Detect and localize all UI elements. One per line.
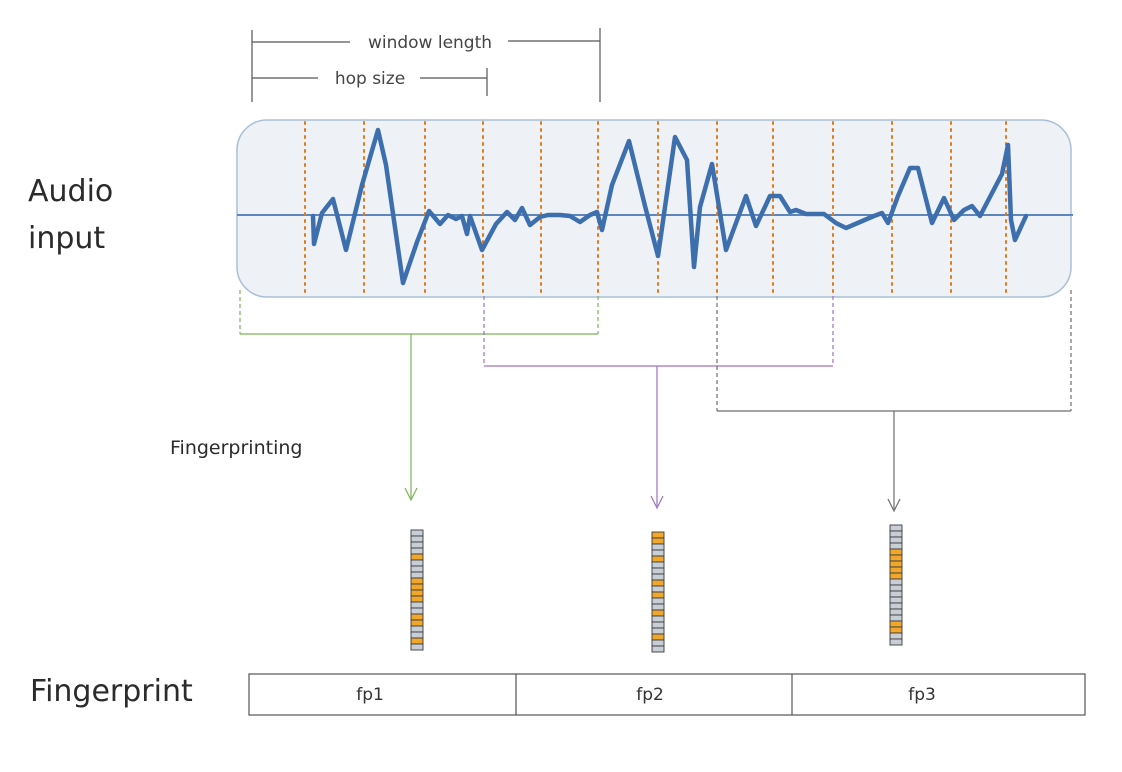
fingerprint-bit bbox=[651, 567, 665, 575]
fingerprint-row: fp1 fp2 fp3 bbox=[248, 673, 1086, 716]
fingerprint-bit bbox=[889, 602, 903, 610]
fingerprint-bit bbox=[410, 589, 424, 597]
audio-waveform-panel bbox=[236, 119, 1072, 298]
fingerprint-bit bbox=[410, 583, 424, 591]
fingerprint-cell-fp3: fp3 bbox=[908, 685, 936, 705]
fingerprint-bit bbox=[651, 585, 665, 593]
fingerprint-bit bbox=[651, 621, 665, 629]
audio-input-label-line1: Audio bbox=[28, 174, 113, 209]
fingerprint-cell-fp1: fp1 bbox=[356, 685, 384, 705]
fingerprint-bit bbox=[889, 584, 903, 592]
fingerprint-bit bbox=[889, 626, 903, 634]
fingerprint-bit bbox=[410, 529, 424, 537]
fingerprint-bit bbox=[889, 524, 903, 532]
fingerprint-bit bbox=[410, 565, 424, 573]
fingerprint-bit bbox=[651, 633, 665, 641]
fingerprint-bit bbox=[410, 607, 424, 615]
fingerprint-bit bbox=[410, 643, 424, 651]
fingerprint-bit bbox=[889, 542, 903, 550]
fingerprint-bit bbox=[651, 639, 665, 647]
window-bracket-1 bbox=[239, 290, 599, 502]
fingerprint-bit bbox=[651, 555, 665, 563]
fingerprint-bit bbox=[651, 537, 665, 545]
fingerprint-vector-fp3 bbox=[889, 524, 903, 646]
fingerprint-bit bbox=[651, 609, 665, 617]
fingerprint-bit bbox=[889, 566, 903, 574]
fingerprint-bit bbox=[651, 579, 665, 587]
fingerprint-bit bbox=[889, 632, 903, 640]
fingerprint-bit bbox=[889, 530, 903, 538]
fingerprint-bit bbox=[889, 608, 903, 616]
window-dimension bbox=[251, 28, 601, 102]
fingerprint-bit bbox=[410, 619, 424, 627]
fingerprint-bit bbox=[889, 536, 903, 544]
fingerprint-cell-fp2: fp2 bbox=[636, 685, 664, 705]
fingerprint-vector-fp2 bbox=[651, 531, 665, 653]
fingerprint-bit bbox=[651, 549, 665, 557]
fingerprint-bit bbox=[889, 596, 903, 604]
hop-size-label: hop size bbox=[335, 69, 405, 89]
fingerprint-bit bbox=[889, 548, 903, 556]
fingerprint-bit bbox=[889, 572, 903, 580]
frame-markers bbox=[304, 121, 1007, 297]
fingerprint-bit bbox=[889, 620, 903, 628]
fingerprint-bit bbox=[651, 627, 665, 635]
fingerprint-bit bbox=[410, 547, 424, 555]
fingerprint-bit bbox=[651, 615, 665, 623]
fingerprint-bit bbox=[651, 561, 665, 569]
fingerprint-bit bbox=[410, 571, 424, 579]
fingerprint-bit bbox=[651, 603, 665, 611]
window-bracket-2 bbox=[483, 296, 834, 510]
audio-waveform bbox=[310, 127, 1029, 286]
fingerprint-bit bbox=[410, 637, 424, 645]
fingerprinting-label: Fingerprinting bbox=[170, 437, 302, 459]
fingerprint-bit bbox=[410, 541, 424, 549]
fingerprint-bit bbox=[889, 560, 903, 568]
fingerprint-bit bbox=[410, 577, 424, 585]
fingerprint-bit bbox=[889, 554, 903, 562]
fingerprint-bit bbox=[410, 601, 424, 609]
fingerprint-bit bbox=[889, 578, 903, 586]
fingerprint-bit bbox=[410, 625, 424, 633]
fingerprint-bit bbox=[651, 573, 665, 581]
fingerprint-bit bbox=[651, 531, 665, 539]
fingerprint-vector-fp1 bbox=[410, 529, 424, 651]
fingerprint-bit bbox=[410, 595, 424, 603]
fingerprint-bit bbox=[651, 543, 665, 551]
window-length-label: window length bbox=[368, 33, 492, 53]
fingerprint-bit bbox=[889, 614, 903, 622]
fingerprint-bit bbox=[410, 631, 424, 639]
fingerprint-bit bbox=[410, 535, 424, 543]
window-bracket-3 bbox=[716, 290, 1072, 513]
fingerprint-bit bbox=[889, 590, 903, 598]
fingerprint-bit bbox=[410, 553, 424, 561]
audio-input-label-line2: input bbox=[28, 221, 105, 256]
fingerprint-bit bbox=[889, 638, 903, 646]
fingerprint-bit bbox=[651, 645, 665, 653]
fingerprint-bit bbox=[651, 597, 665, 605]
fingerprint-bit bbox=[651, 591, 665, 599]
fingerprint-label: Fingerprint bbox=[30, 674, 193, 709]
fingerprint-bit bbox=[410, 613, 424, 621]
fingerprint-bit bbox=[410, 559, 424, 567]
